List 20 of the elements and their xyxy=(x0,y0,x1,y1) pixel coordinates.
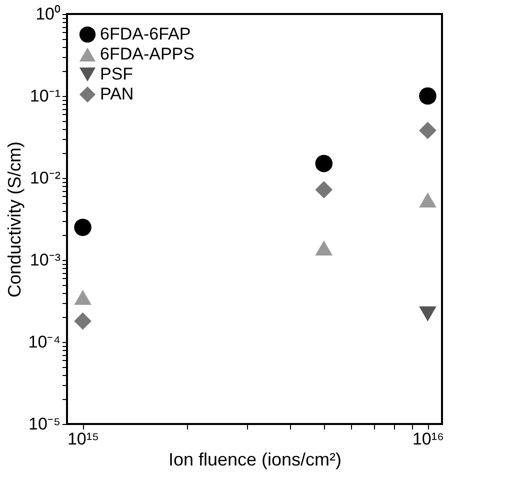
y-tick-label: 10⁻⁴ xyxy=(28,332,60,352)
x-axis-title: Ion fluence (ions/cm²) xyxy=(168,450,342,470)
point xyxy=(74,290,92,305)
point xyxy=(419,122,436,140)
legend-label: PSF xyxy=(100,64,134,84)
y-tick-label: 10⁰ xyxy=(36,4,60,24)
x-tick-label: 10¹⁵ xyxy=(67,430,100,448)
legend-label: 6FDA-6FAP xyxy=(100,24,191,44)
y-tick-label: 10⁻¹ xyxy=(30,86,61,106)
legend-label: PAN xyxy=(100,84,134,104)
y-tick-label: 10⁻³ xyxy=(30,250,61,270)
point xyxy=(74,218,92,236)
x-tick-label: 10¹⁶ xyxy=(412,430,444,448)
y-axis-title: Conductivity (S/cm) xyxy=(4,141,24,298)
y-tick-label: 10⁻² xyxy=(30,168,61,188)
legend-label: 6FDA-APPS xyxy=(100,44,194,64)
y-tick-label: 10⁻⁵ xyxy=(28,414,60,434)
point xyxy=(419,192,436,208)
point xyxy=(419,87,436,105)
point xyxy=(74,312,92,330)
